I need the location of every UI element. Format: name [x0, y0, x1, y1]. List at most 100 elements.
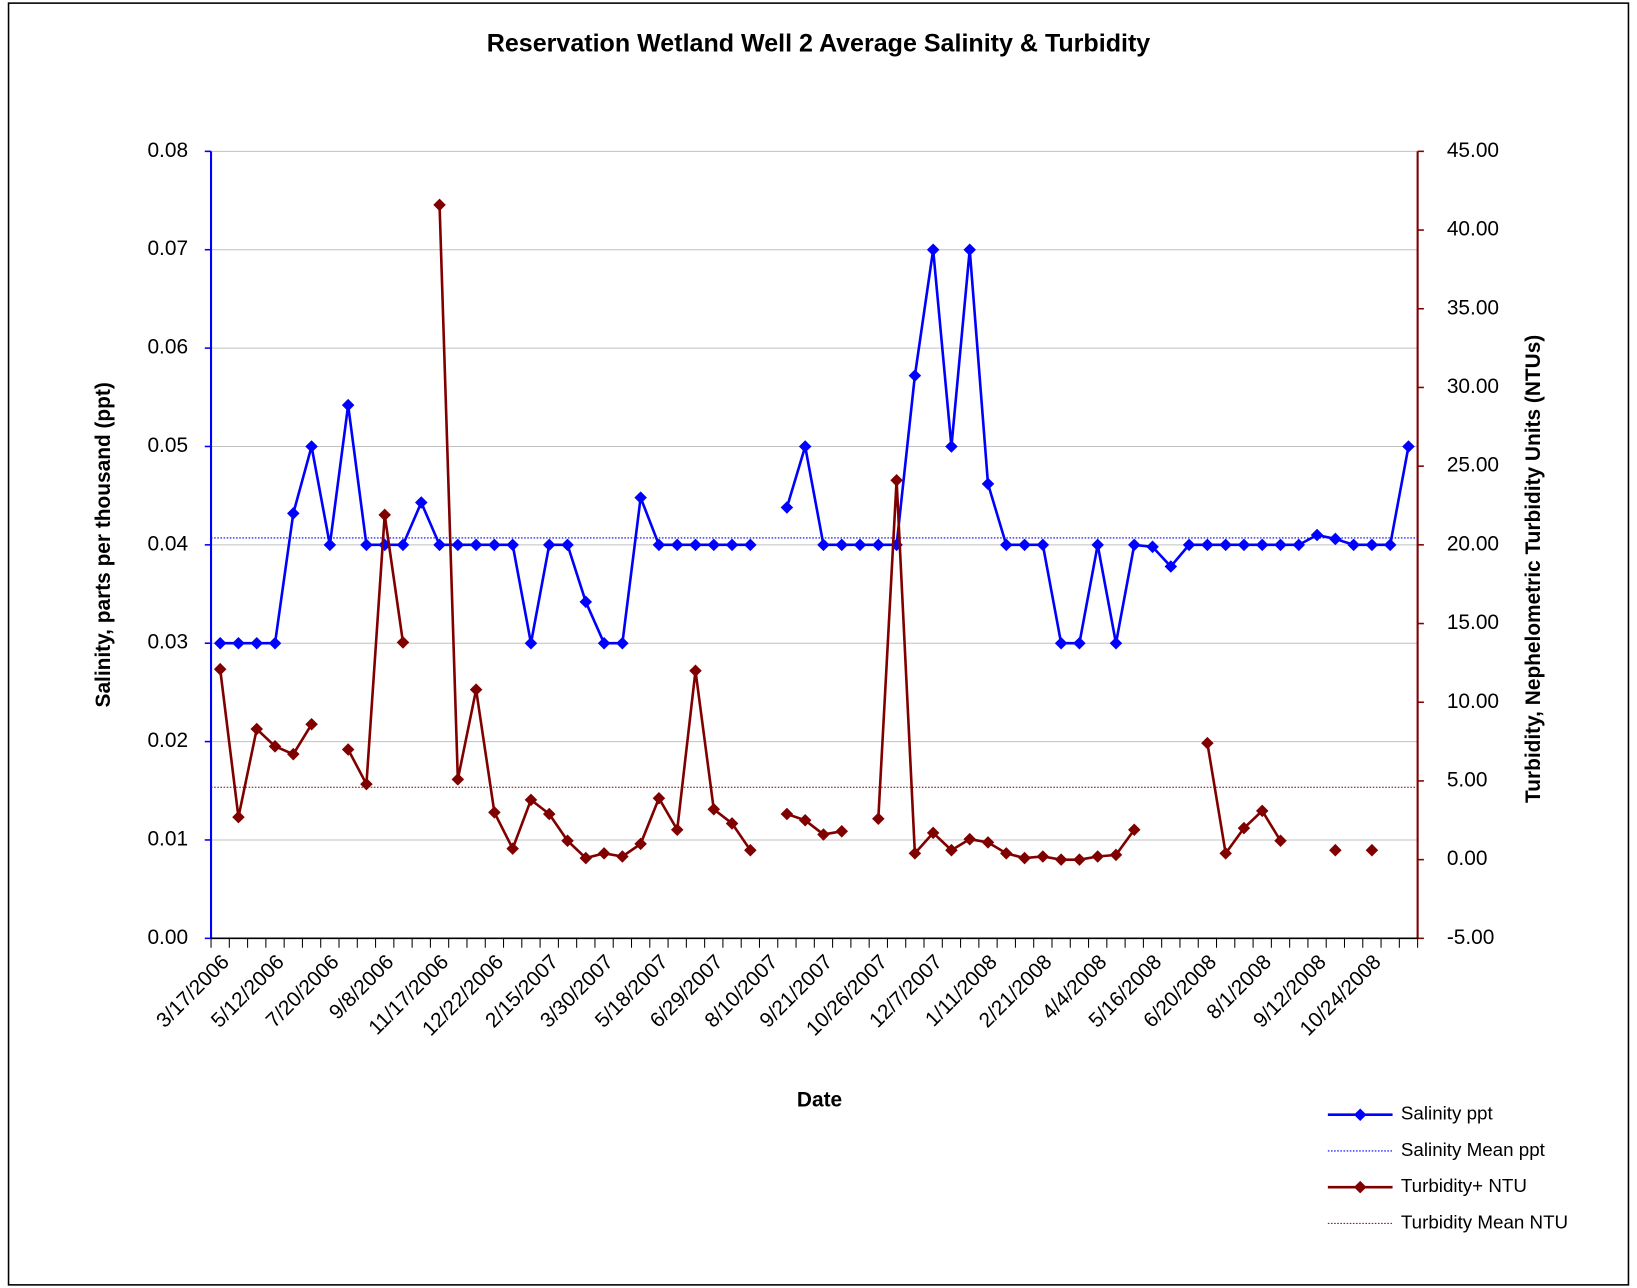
y-tick-label: 0.08: [147, 139, 188, 162]
data-point: [213, 636, 227, 650]
legend-marker: [1353, 1180, 1367, 1194]
data-point: [707, 803, 721, 816]
data-point: [670, 538, 684, 552]
y2-tick-label: 0.00: [1447, 847, 1488, 870]
y2-axis-title: Turbidity, Nephelometric Turbidity Units…: [1522, 335, 1545, 803]
y2-tick-label: 10.00: [1447, 690, 1499, 713]
data-point: [506, 842, 519, 855]
y2-tick-label: 20.00: [1447, 532, 1499, 555]
data-point: [1000, 538, 1013, 552]
y-tick-label: 0.02: [147, 729, 188, 752]
data-point: [1127, 538, 1141, 552]
y2-tick-label: 35.00: [1447, 296, 1499, 319]
data-point: [323, 538, 337, 552]
data-point: [725, 817, 739, 830]
x-axis-title: Date: [797, 1089, 842, 1112]
data-point: [433, 538, 446, 552]
data-point: [963, 243, 976, 256]
data-point: [542, 807, 556, 821]
data-point: [981, 477, 995, 491]
data-point: [488, 538, 501, 552]
data-point: [1018, 851, 1031, 865]
data-point: [1329, 532, 1342, 546]
data-point: [561, 538, 574, 552]
y2-tick-label: 40.00: [1447, 218, 1499, 241]
data-point: [287, 747, 300, 761]
data-point: [268, 740, 282, 753]
data-point: [963, 832, 976, 846]
legend-label: Salinity Mean ppt: [1401, 1139, 1546, 1160]
data-point: [817, 538, 830, 552]
y2-tick-label: -5.00: [1447, 926, 1495, 949]
data-point: [360, 777, 373, 791]
data-point: [579, 851, 593, 865]
data-point: [926, 826, 940, 840]
data-point: [1091, 538, 1104, 552]
data-point: [908, 847, 922, 860]
data-point: [908, 369, 922, 382]
chart-title: Reservation Wetland Well 2 Average Salin…: [487, 30, 1151, 58]
y-axis-title: Salinity, parts per thousand (ppt): [92, 382, 115, 707]
data-point: [744, 843, 757, 857]
data-point: [1127, 823, 1141, 836]
data-point: [506, 538, 519, 552]
data-point: [451, 538, 465, 552]
data-point: [945, 843, 958, 857]
y2-tick-label: 30.00: [1447, 375, 1499, 398]
data-point: [817, 828, 830, 841]
data-point: [597, 847, 611, 860]
data-point: [853, 538, 867, 552]
data-point: [341, 743, 355, 756]
data-point: [634, 837, 647, 851]
y-tick-label: 0.06: [147, 336, 188, 359]
data-point: [488, 806, 501, 819]
data-point: [634, 491, 647, 504]
data-point: [341, 398, 355, 412]
data-point: [780, 807, 794, 821]
data-point: [1292, 538, 1306, 552]
data-point: [652, 538, 666, 552]
data-point: [872, 538, 885, 552]
data-point: [451, 773, 465, 786]
y-tick-label: 0.07: [147, 237, 188, 260]
data-point: [689, 538, 702, 552]
data-point: [378, 508, 391, 522]
data-point: [1000, 847, 1013, 860]
data-point: [1054, 636, 1068, 650]
data-point: [561, 834, 574, 848]
y2-tick-label: 45.00: [1447, 139, 1499, 162]
data-point: [1237, 538, 1251, 552]
data-point: [542, 538, 556, 552]
data-point: [305, 440, 318, 453]
data-point: [670, 823, 684, 836]
data-point: [981, 836, 995, 849]
data-point: [798, 814, 812, 827]
data-point: [305, 718, 318, 731]
data-point: [250, 636, 263, 650]
data-point: [287, 507, 300, 520]
data-point: [1237, 821, 1251, 835]
data-point: [1146, 540, 1159, 554]
y2-tick-label: 15.00: [1447, 611, 1499, 634]
y2-tick-label: 5.00: [1447, 768, 1488, 791]
data-point: [926, 243, 940, 256]
y-tick-label: 0.00: [147, 926, 188, 949]
data-point: [1201, 736, 1214, 750]
data-point: [597, 636, 611, 650]
data-point: [268, 636, 282, 650]
data-point: [433, 198, 446, 212]
data-point: [616, 636, 629, 650]
data-point: [1182, 538, 1196, 552]
data-point: [707, 538, 721, 552]
data-point: [524, 636, 538, 650]
data-point: [890, 474, 903, 487]
data-point: [1091, 850, 1104, 863]
data-point: [579, 595, 593, 609]
legend-label: Turbidity+ NTU: [1401, 1175, 1527, 1196]
data-point: [1329, 843, 1342, 857]
data-point: [232, 636, 245, 650]
data-point: [689, 664, 702, 678]
data-point: [1036, 850, 1050, 863]
data-point: [1036, 538, 1050, 552]
